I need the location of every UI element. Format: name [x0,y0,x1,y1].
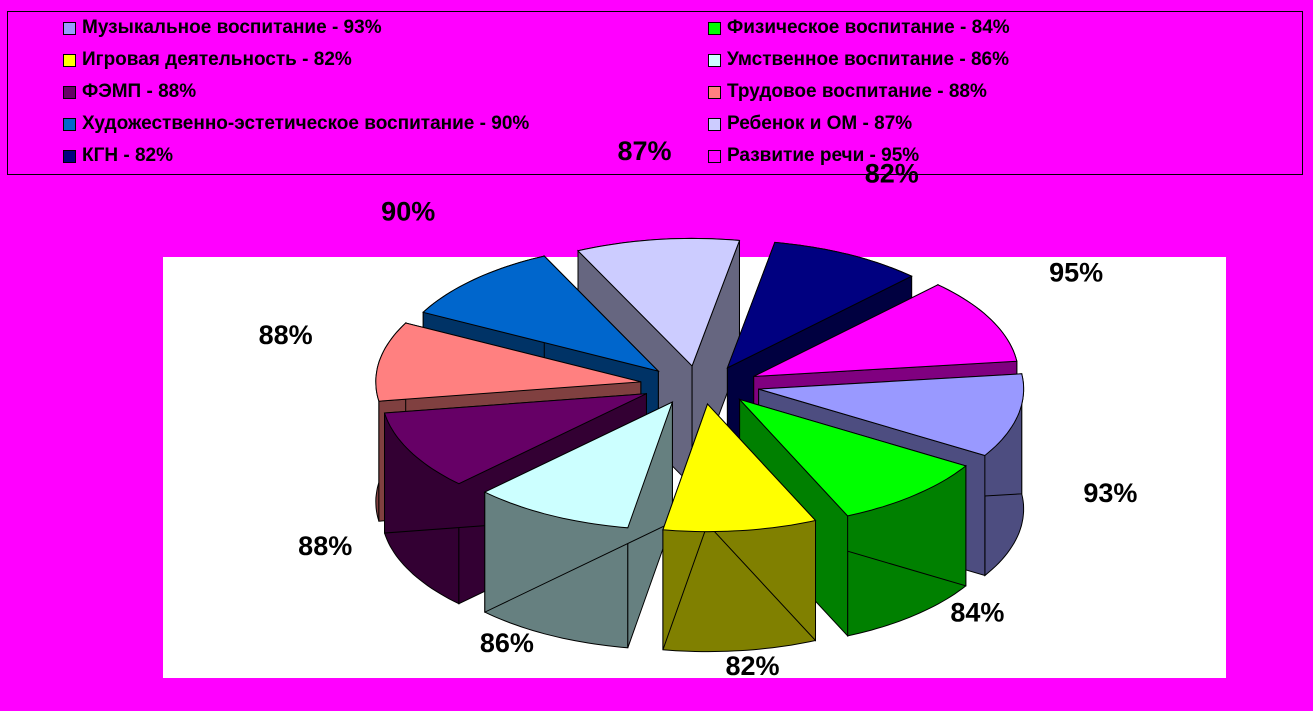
legend-item: Игровая деятельность - 82% [63,48,352,72]
data-label: 95% [1049,257,1103,287]
legend-label: Музыкальное воспитание - 93% [82,17,382,38]
legend-item: Развитие речи - 95% [708,144,919,168]
legend-swatch [63,85,76,99]
legend-label: Художественно-эстетическое воспитание - … [82,113,530,134]
legend-label: Игровая деятельность - 82% [82,49,352,70]
legend-label: Ребенок и ОМ - 87% [727,113,913,134]
pie-slice [483,401,674,649]
legend-swatch [63,21,76,35]
legend-label: КГН - 82% [82,145,174,166]
data-label: 88% [298,531,352,561]
legend-item: Умственное воспитание - 86% [708,48,1009,72]
legend-swatch [708,85,721,99]
legend-swatch [63,149,76,163]
legend-label: Трудовое воспитание - 88% [727,81,987,102]
legend-item: КГН - 82% [63,144,173,168]
data-label: 82% [865,159,919,189]
data-label: 84% [950,598,1004,628]
legend-label: Умственное воспитание - 86% [727,49,1009,70]
data-label: 90% [381,197,435,227]
data-label: 93% [1083,478,1137,508]
legend-item: Музыкальное воспитание - 93% [63,16,382,40]
legend-swatch [63,53,76,67]
legend-swatch [708,53,721,67]
legend-label: Развитие речи - 95% [727,145,920,166]
legend-swatch [63,117,76,131]
legend-item: Художественно-эстетическое воспитание - … [63,112,529,136]
chart-legend: Музыкальное воспитание - 93% Физическое в… [7,11,1303,175]
legend-swatch [708,149,721,163]
legend-swatch [708,21,721,35]
pie-slice [738,398,967,638]
pie-slice [662,402,817,653]
data-label: 86% [480,628,534,658]
data-label: 88% [259,320,313,350]
legend-item: Ребенок и ОМ - 87% [708,112,912,136]
legend-item: ФЭМП - 88% [63,80,196,104]
legend-item: Физическое воспитание - 84% [708,16,1010,40]
data-label: 82% [725,651,779,681]
legend-label: ФЭМП - 88% [82,81,197,102]
legend-label: Физическое воспитание - 84% [727,17,1010,38]
legend-swatch [708,117,721,131]
legend-item: Трудовое воспитание - 88% [708,80,987,104]
data-label: 87% [617,136,671,166]
